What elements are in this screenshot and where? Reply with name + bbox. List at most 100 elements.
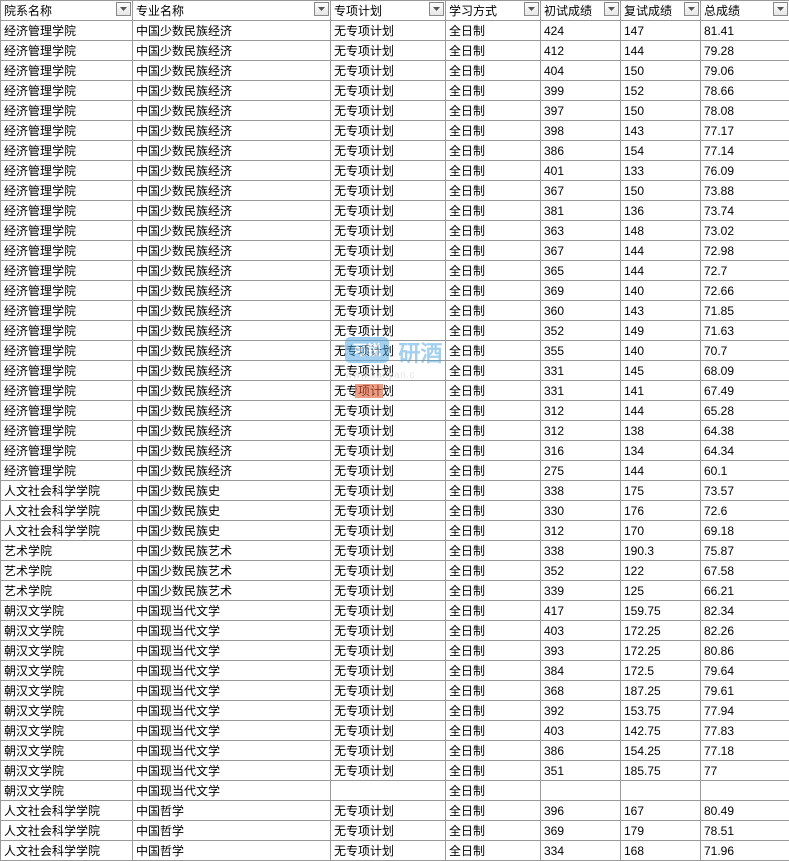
cell-plan	[331, 781, 446, 801]
cell-s2: 153.75	[621, 701, 701, 721]
cell-plan: 无专项计划	[331, 821, 446, 841]
table-row: 艺术学院中国少数民族艺术无专项计划全日制35212267.58	[1, 561, 789, 581]
table-row: 经济管理学院中国少数民族经济无专项计划全日制33114568.09	[1, 361, 789, 381]
filter-dropdown-button[interactable]	[604, 2, 619, 16]
cell-s1: 403	[541, 721, 621, 741]
cell-mode: 全日制	[446, 421, 541, 441]
cell-plan: 无专项计划	[331, 181, 446, 201]
table-row: 经济管理学院中国少数民族经济无专项计划全日制31613464.34	[1, 441, 789, 461]
cell-mode: 全日制	[446, 401, 541, 421]
cell-mode: 全日制	[446, 341, 541, 361]
cell-dept: 经济管理学院	[1, 281, 133, 301]
cell-s2: 172.25	[621, 621, 701, 641]
cell-mode: 全日制	[446, 461, 541, 481]
cell-s1	[541, 781, 621, 801]
filter-dropdown-button[interactable]	[773, 2, 788, 16]
filter-dropdown-button[interactable]	[429, 2, 444, 16]
table-row: 经济管理学院中国少数民族经济无专项计划全日制36314873.02	[1, 221, 789, 241]
cell-s1: 312	[541, 521, 621, 541]
cell-major: 中国少数民族史	[133, 501, 331, 521]
cell-plan: 无专项计划	[331, 521, 446, 541]
cell-s1: 275	[541, 461, 621, 481]
cell-s2: 179	[621, 821, 701, 841]
cell-mode: 全日制	[446, 701, 541, 721]
cell-s1: 396	[541, 801, 621, 821]
cell-dept: 经济管理学院	[1, 421, 133, 441]
cell-plan: 无专项计划	[331, 661, 446, 681]
cell-s1: 384	[541, 661, 621, 681]
cell-total: 69.18	[701, 521, 789, 541]
table-row: 人文社会科学学院中国少数民族史无专项计划全日制33817573.57	[1, 481, 789, 501]
cell-dept: 朝汉文学院	[1, 681, 133, 701]
cell-mode: 全日制	[446, 581, 541, 601]
cell-plan: 无专项计划	[331, 621, 446, 641]
cell-plan: 无专项计划	[331, 481, 446, 501]
cell-s1: 365	[541, 261, 621, 281]
cell-plan: 无专项计划	[331, 61, 446, 81]
column-header-mode: 学习方式	[446, 1, 541, 21]
cell-s1: 381	[541, 201, 621, 221]
cell-total: 70.7	[701, 341, 789, 361]
cell-s2: 185.75	[621, 761, 701, 781]
cell-dept: 人文社会科学学院	[1, 521, 133, 541]
cell-mode: 全日制	[446, 21, 541, 41]
cell-major: 中国少数民族艺术	[133, 541, 331, 561]
cell-total: 75.87	[701, 541, 789, 561]
cell-plan: 无专项计划	[331, 241, 446, 261]
cell-total: 80.86	[701, 641, 789, 661]
filter-dropdown-button[interactable]	[524, 2, 539, 16]
cell-total: 82.34	[701, 601, 789, 621]
cell-plan: 无专项计划	[331, 321, 446, 341]
filter-dropdown-button[interactable]	[684, 2, 699, 16]
cell-major: 中国少数民族经济	[133, 61, 331, 81]
cell-s1: 355	[541, 341, 621, 361]
cell-s1: 316	[541, 441, 621, 461]
cell-s2: 147	[621, 21, 701, 41]
cell-major: 中国少数民族经济	[133, 301, 331, 321]
cell-major: 中国少数民族艺术	[133, 561, 331, 581]
cell-major: 中国少数民族经济	[133, 161, 331, 181]
data-table: 院系名称专业名称专项计划学习方式初试成绩复试成绩总成绩 经济管理学院中国少数民族…	[0, 0, 789, 861]
cell-dept: 经济管理学院	[1, 121, 133, 141]
table-row: 经济管理学院中国少数民族经济无专项计划全日制38615477.14	[1, 141, 789, 161]
table-row: 艺术学院中国少数民族艺术无专项计划全日制33912566.21	[1, 581, 789, 601]
cell-dept: 经济管理学院	[1, 341, 133, 361]
cell-major: 中国少数民族经济	[133, 241, 331, 261]
table-row: 朝汉文学院中国现当代文学无专项计划全日制386154.2577.18	[1, 741, 789, 761]
cell-dept: 朝汉文学院	[1, 661, 133, 681]
cell-mode: 全日制	[446, 41, 541, 61]
cell-s1: 369	[541, 821, 621, 841]
cell-s1: 417	[541, 601, 621, 621]
table-row: 人文社会科学学院中国少数民族史无专项计划全日制31217069.18	[1, 521, 789, 541]
filter-dropdown-button[interactable]	[314, 2, 329, 16]
cell-s1: 368	[541, 681, 621, 701]
cell-dept: 朝汉文学院	[1, 741, 133, 761]
column-header-label: 院系名称	[4, 4, 52, 18]
filter-dropdown-button[interactable]	[116, 2, 131, 16]
cell-major: 中国少数民族经济	[133, 41, 331, 61]
cell-dept: 艺术学院	[1, 581, 133, 601]
cell-s1: 404	[541, 61, 621, 81]
cell-s2: 150	[621, 61, 701, 81]
column-header-label: 复试成绩	[624, 4, 672, 18]
table-row: 朝汉文学院中国现当代文学无专项计划全日制368187.2579.61	[1, 681, 789, 701]
cell-mode: 全日制	[446, 821, 541, 841]
cell-s2: 144	[621, 401, 701, 421]
table-row: 经济管理学院中国少数民族经济无专项计划全日制36914072.66	[1, 281, 789, 301]
table-row: 经济管理学院中国少数民族经济无专项计划全日制39814377.17	[1, 121, 789, 141]
cell-s2: 167	[621, 801, 701, 821]
cell-s2: 140	[621, 341, 701, 361]
cell-total: 71.96	[701, 841, 789, 861]
table-row: 经济管理学院中国少数民族经济无专项计划全日制38113673.74	[1, 201, 789, 221]
cell-major: 中国现当代文学	[133, 761, 331, 781]
cell-major: 中国少数民族经济	[133, 381, 331, 401]
cell-mode: 全日制	[446, 521, 541, 541]
cell-dept: 人文社会科学学院	[1, 821, 133, 841]
cell-dept: 朝汉文学院	[1, 781, 133, 801]
table-row: 经济管理学院中国少数民族经济无专项计划全日制27514460.1	[1, 461, 789, 481]
cell-mode: 全日制	[446, 601, 541, 621]
cell-s2: 172.25	[621, 641, 701, 661]
cell-major: 中国少数民族史	[133, 481, 331, 501]
table-row: 朝汉文学院中国现当代文学无专项计划全日制393172.2580.86	[1, 641, 789, 661]
cell-major: 中国现当代文学	[133, 781, 331, 801]
